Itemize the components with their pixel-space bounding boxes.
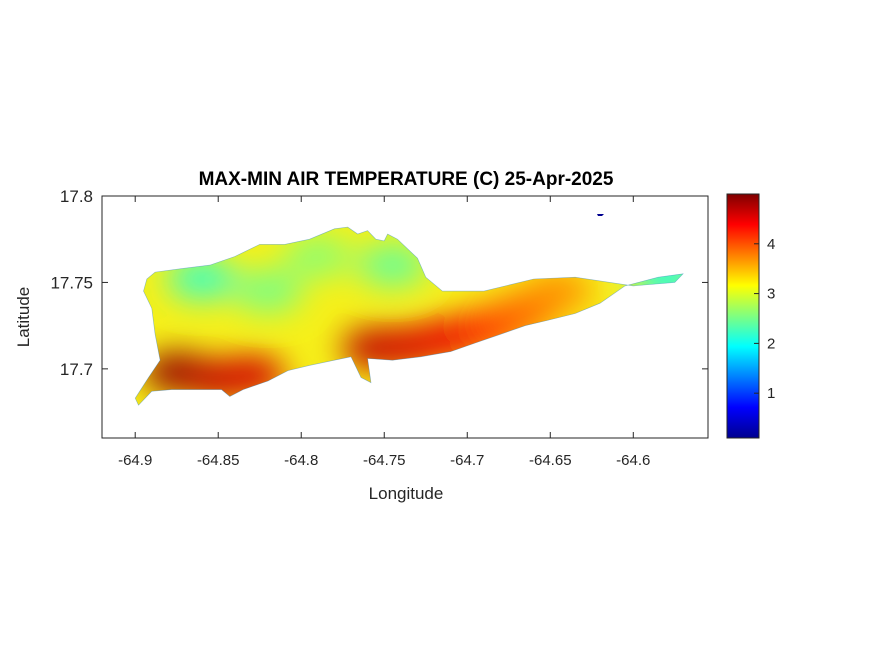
colorbar-tick-label: 3 bbox=[767, 286, 775, 303]
y-tick-label: 17.75 bbox=[50, 273, 93, 292]
temperature-point-10 bbox=[167, 258, 236, 299]
chart-title: MAX-MIN AIR TEMPERATURE (C) 25-Apr-2025 bbox=[199, 169, 614, 190]
temperature-point-12 bbox=[358, 245, 427, 286]
x-tick-label: -64.65 bbox=[529, 452, 572, 469]
x-axis-ticks: -64.9 -64.85 -64.8 -64.75 -64.7 -64.65 -64.6 bbox=[118, 196, 650, 469]
colorbar: 1 2 3 4 bbox=[726, 193, 775, 439]
y-axis-ticks: 17.7 17.75 17.8 bbox=[50, 187, 708, 379]
x-tick-label: -64.85 bbox=[197, 452, 240, 469]
y-tick-label: 17.8 bbox=[60, 187, 93, 206]
colorbar-tick-label: 4 bbox=[767, 236, 775, 253]
x-tick-label: -64.9 bbox=[118, 452, 152, 469]
axes-box bbox=[101, 195, 709, 439]
colorbar-tick-label: 2 bbox=[767, 335, 775, 352]
temperature-point-11 bbox=[283, 236, 352, 277]
temperature-point-9 bbox=[234, 271, 303, 312]
colorbar-tick-label: 1 bbox=[767, 385, 775, 402]
y-tick-label: 17.7 bbox=[60, 360, 93, 379]
colorbar-gradient bbox=[726, 193, 760, 439]
small-islet bbox=[597, 214, 604, 216]
x-axis-label: Longitude bbox=[369, 484, 444, 503]
x-tick-label: -64.7 bbox=[450, 452, 484, 469]
y-axis-label: Latitude bbox=[14, 287, 33, 348]
island-outline bbox=[134, 226, 684, 406]
x-tick-label: -64.8 bbox=[284, 452, 318, 469]
temperature-point-8 bbox=[524, 271, 593, 312]
colorbar-ticks: 1 2 3 4 bbox=[754, 236, 775, 402]
x-tick-label: -64.75 bbox=[363, 452, 406, 469]
plot-area: -64.9 -64.85 -64.8 -64.75 -64.7 -64.65 -64.6 1… bbox=[50, 187, 709, 469]
x-tick-label: -64.6 bbox=[616, 452, 650, 469]
